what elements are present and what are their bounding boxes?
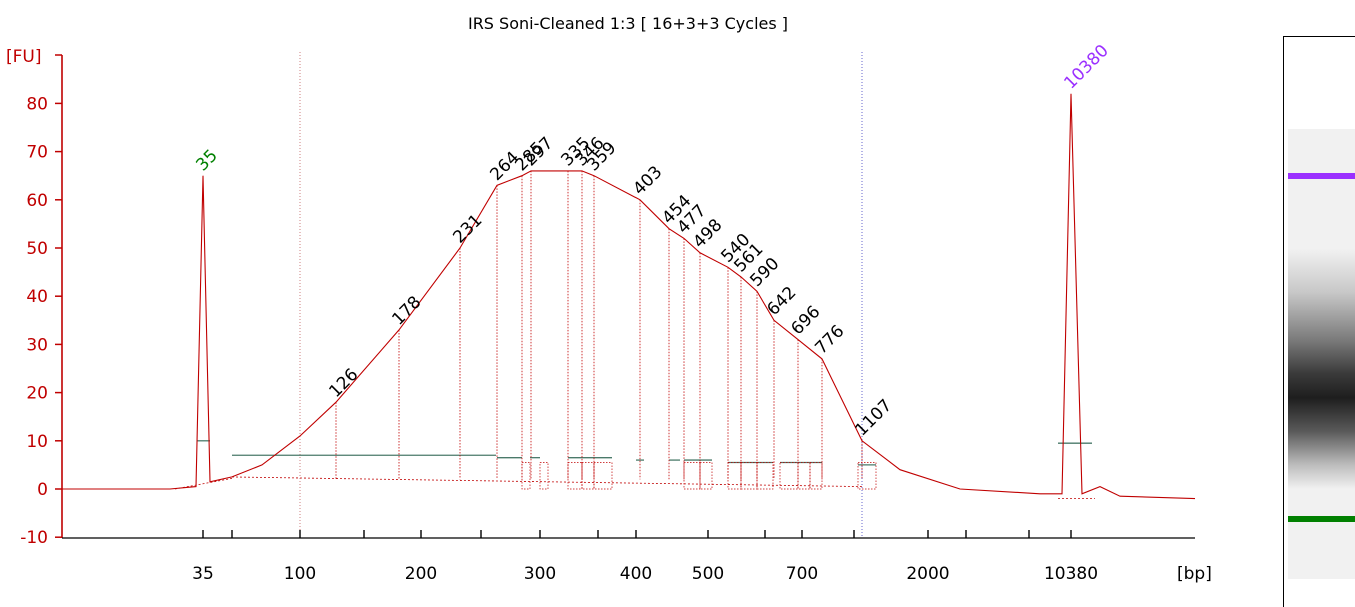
y-tick-label: 80 (26, 94, 48, 114)
upper-marker-band (1288, 173, 1355, 179)
region-box (779, 462, 799, 490)
peak-label: 231 (449, 210, 486, 247)
region-box (539, 462, 549, 490)
peak-label: 403 (629, 162, 666, 199)
region-box (581, 462, 595, 490)
region-box (809, 462, 823, 490)
x-tick-label: 200 (405, 564, 437, 584)
x-tick-label: 700 (786, 564, 818, 584)
y-axis-label: [FU] (6, 47, 42, 67)
x-axis-label: [bp] (1177, 564, 1212, 584)
peak-label: 696 (787, 302, 824, 339)
region-box (699, 462, 713, 490)
y-tick-label: 30 (26, 335, 48, 355)
x-tick-label: 10380 (1044, 564, 1098, 584)
region-box (857, 462, 877, 490)
x-tick-label: 500 (692, 564, 724, 584)
lower-marker-band (1288, 516, 1355, 522)
peak-label: 1107 (851, 396, 896, 441)
y-tick-label: 60 (26, 191, 48, 211)
x-tick-label: 300 (524, 564, 556, 584)
peak-label: 776 (811, 321, 848, 358)
peak-label: 35 (192, 146, 221, 175)
y-tick-label: 10 (26, 432, 48, 452)
fragment-trace (62, 93, 1196, 500)
x-tick-label: 35 (192, 564, 214, 584)
peak-label: 10380 (1060, 41, 1112, 93)
region-box (521, 462, 531, 490)
y-tick-label: 70 (26, 143, 48, 163)
baseline (231, 476, 863, 487)
region-bars (197, 440, 1092, 490)
peak-label: 642 (763, 283, 800, 320)
region-box (797, 462, 811, 490)
y-tick-label: -10 (20, 528, 48, 548)
region-box (567, 462, 583, 490)
baseline (174, 478, 233, 490)
chart-title: IRS Soni-Cleaned 1:3 [ 16+3+3 Cycles ] (468, 14, 788, 33)
gel-lane (1283, 36, 1355, 607)
y-tick-label: 0 (37, 480, 48, 500)
region-box (683, 462, 701, 490)
region-box (593, 462, 613, 490)
electropherogram-chart: IRS Soni-Cleaned 1:3 [ 16+3+3 Cycles ] [… (6, 14, 1212, 584)
x-tick-label: 100 (284, 564, 316, 584)
x-tick-label: 2000 (906, 564, 949, 584)
chart-axes: -10 0 10 20 30 40 50 60 70 80 35 100 200 300 400 500 700… (20, 54, 1195, 584)
y-tick-label: 20 (26, 384, 48, 404)
region-box (727, 462, 742, 490)
gel-smear (1288, 249, 1355, 489)
peak-label: 126 (325, 365, 362, 402)
trace-layer (62, 93, 1196, 500)
y-tick-label: 50 (26, 239, 48, 259)
x-tick-label: 400 (620, 564, 652, 584)
y-tick-label: 40 (26, 287, 48, 307)
peak-label: 178 (388, 292, 425, 329)
